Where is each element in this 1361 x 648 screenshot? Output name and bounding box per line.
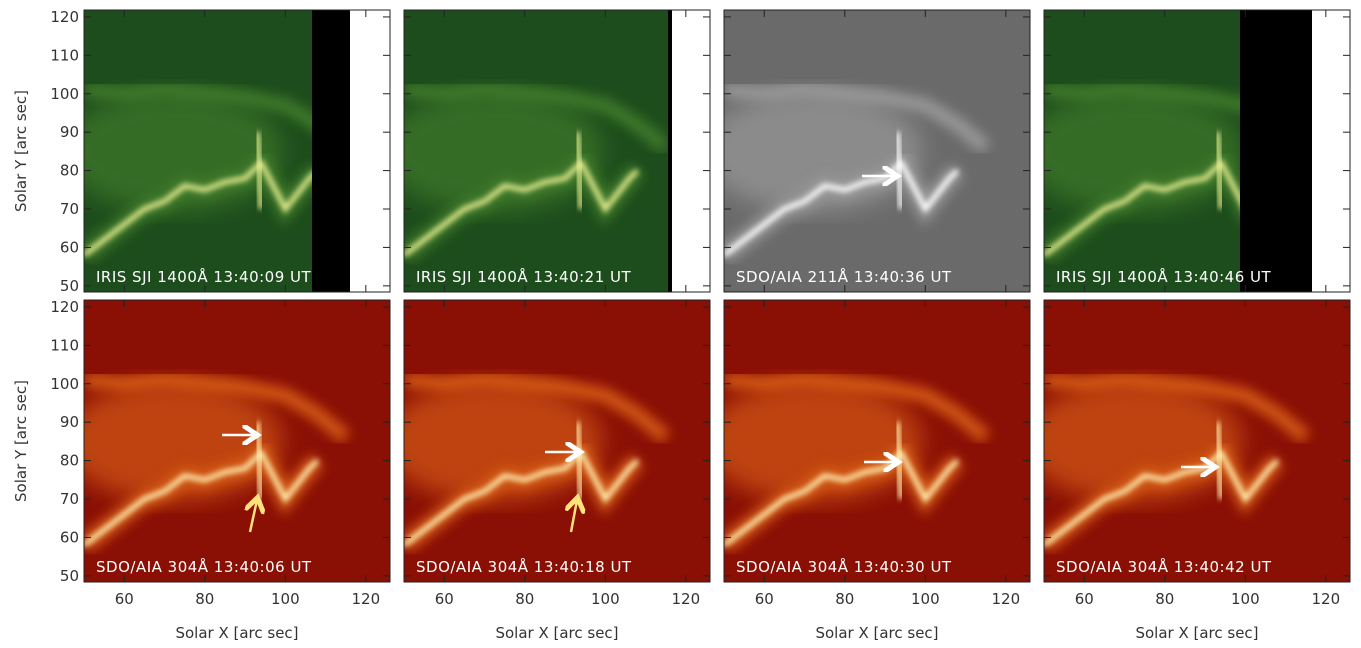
panel: IRIS SJI 1400Å 13:40:21 UT [403,9,711,293]
x-tick-label: 60 [755,590,774,608]
x-tick-label: 80 [1155,590,1174,608]
image-band [404,82,671,153]
panel-label: SDO/AIA 304Å 13:40:42 UT [1056,557,1272,576]
image-ribbon-core [84,158,320,258]
x-axis-label: Solar X [arc sec] [175,624,298,642]
arrow [571,500,577,533]
y-tick-label: 120 [50,298,79,316]
image-ribbon-core [724,448,960,548]
panel: IRIS SJI 1400Å 13:40:46 UT [1043,9,1351,293]
x-tick-label: 100 [271,590,300,608]
x-tick-label: 100 [1231,590,1260,608]
image-blank [350,10,390,292]
x-tick-label: 80 [515,590,534,608]
image-band [1044,372,1311,443]
x-tick-label: 60 [1075,590,1094,608]
panel-image [84,300,390,582]
image-blank [672,10,710,292]
panel-frame [723,9,1031,293]
image-band [724,82,991,153]
image-blank [1312,10,1350,292]
panel-image [724,10,1030,292]
x-tick-label: 120 [352,590,381,608]
panel-frame [723,299,1031,583]
panel-frame [83,9,391,293]
x-tick-label: 100 [591,590,620,608]
panel-label: SDO/AIA 304Å 13:40:30 UT [736,557,952,576]
y-tick-label: 100 [50,375,79,393]
y-tick-label: 110 [50,46,79,64]
panel-label: SDO/AIA 304Å 13:40:06 UT [96,557,312,576]
image-jet [1214,132,1224,210]
image-jet [254,132,264,210]
image-ribbon-core [1044,448,1280,548]
y-tick-label: 80 [60,452,79,470]
y-tick-label: 110 [50,336,79,354]
image-band [84,372,351,443]
y-tick-label: 60 [60,528,79,546]
x-axis-label: Solar X [arc sec] [815,624,938,642]
panel: 60 80 100 120 SDO/AIA 304Å 13:40:30 UT Solar … [723,299,1031,642]
image-ribbon-core [724,158,960,258]
panel-frame [403,9,711,293]
panel: 50 60 70 80 90 100 110 120 IRIS SJI 1400Å 13:40:… [12,8,391,295]
panel-image [1044,10,1350,292]
panel-frame [1043,9,1351,293]
panel-image [1044,300,1350,582]
panel-label: IRIS SJI 1400Å 13:40:21 UT [416,267,632,286]
x-tick-label: 80 [195,590,214,608]
panel-frame [83,299,391,583]
x-tick-label: 80 [835,590,854,608]
panel-image [404,10,710,292]
panel-label: IRIS SJI 1400Å 13:40:46 UT [1056,267,1272,286]
x-tick-label: 100 [911,590,940,608]
y-axis-label: Solar Y [arc sec] [12,90,30,212]
y-tick-label: 60 [60,238,79,256]
panel-label: IRIS SJI 1400Å 13:40:09 UT [96,267,312,286]
x-axis-label: Solar X [arc sec] [495,624,618,642]
arrow [250,500,257,533]
y-tick-label: 90 [60,123,79,141]
y-tick-label: 80 [60,162,79,180]
panel-image [404,300,710,582]
panel-image [724,300,1030,582]
image-jet [574,132,584,210]
panel-image [84,10,390,292]
panel: 60 80 100 120 50 60 70 80 90 100 110 120 SDO/AIA 304… [12,298,391,642]
panel-frame [403,299,711,583]
x-tick-label: 60 [115,590,134,608]
y-tick-label: 120 [50,8,79,26]
y-tick-label: 70 [60,200,79,218]
image-ribbon-core [84,448,320,548]
panel-frame [1043,299,1351,583]
y-axis-label: Solar Y [arc sec] [12,380,30,502]
y-tick-label: 50 [60,567,79,585]
x-tick-label: 120 [672,590,701,608]
panel: 60 80 100 120 SDO/AIA 304Å 13:40:42 UT Solar … [1043,299,1351,642]
x-tick-label: 60 [435,590,454,608]
y-tick-label: 50 [60,277,79,295]
image-band [404,372,671,443]
image-ribbon-core [404,448,640,548]
x-tick-label: 120 [1312,590,1341,608]
x-axis-label: Solar X [arc sec] [1135,624,1258,642]
y-tick-label: 100 [50,85,79,103]
panel-label: SDO/AIA 211Å 13:40:36 UT [736,267,952,286]
panel-label: SDO/AIA 304Å 13:40:18 UT [416,557,632,576]
panel: 60 80 100 120 SDO/AIA 304Å 13:40:18 UT Solar … [403,299,711,642]
x-tick-label: 120 [992,590,1021,608]
image-ribbon-core [404,158,640,258]
y-tick-label: 90 [60,413,79,431]
y-tick-label: 70 [60,490,79,508]
image-band [724,372,991,443]
panel: SDO/AIA 211Å 13:40:36 UT [723,9,1031,293]
